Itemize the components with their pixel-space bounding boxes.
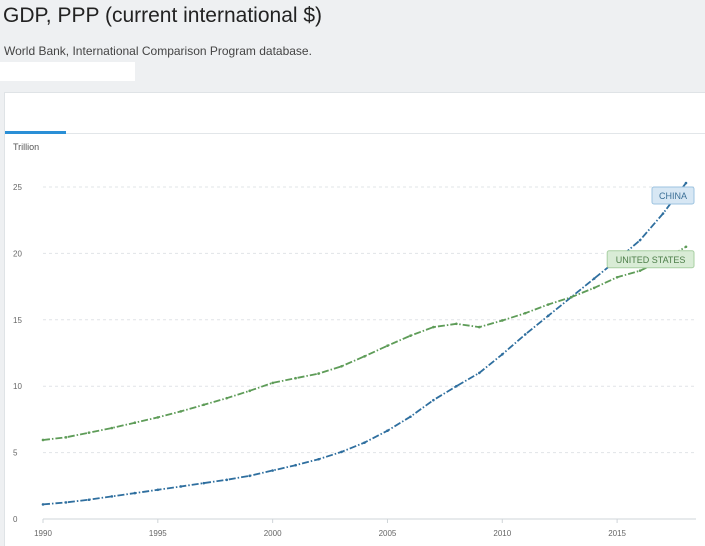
series-labels: CHINA UNITED STATES [606,186,695,269]
data-point-china[interactable] [87,498,91,502]
data-point-china[interactable] [684,181,688,185]
data-point-china[interactable] [500,353,504,356]
data-point-china[interactable] [638,238,642,242]
data-point-china[interactable] [317,457,320,461]
data-point-china[interactable] [386,429,389,432]
data-point-china[interactable] [523,333,527,336]
grid-lines [43,186,696,520]
data-point-united-states[interactable] [248,389,251,393]
data-point-united-states[interactable] [340,364,343,368]
data-point-united-states[interactable] [500,319,504,322]
redacted-block [0,62,135,81]
data-point-united-states[interactable] [202,403,206,407]
y-tick-label: 5 [13,449,18,458]
data-point-united-states[interactable] [432,325,435,329]
data-point-china[interactable] [248,474,251,478]
data-point-united-states[interactable] [478,325,481,329]
data-point-united-states[interactable] [363,355,366,358]
series-label-china: CHINA [659,191,687,201]
data-point-china[interactable] [592,277,596,280]
data-point-china[interactable] [179,485,183,488]
y-tick-label: 25 [13,183,22,192]
data-point-united-states[interactable] [110,426,114,430]
data-point-united-states[interactable] [684,245,688,249]
data-point-united-states[interactable] [87,431,91,434]
data-point-china[interactable] [661,212,665,215]
series-line-united-states [42,246,687,441]
data-point-china[interactable] [110,495,114,498]
data-point-united-states[interactable] [592,286,596,290]
data-point-china[interactable] [294,463,297,467]
data-point-united-states[interactable] [294,376,297,380]
source-note: World Bank, International Comparison Pro… [4,44,312,58]
y-tick-label: 0 [13,515,18,524]
data-point-united-states[interactable] [523,311,527,315]
series-lines [41,181,688,506]
data-point-united-states[interactable] [133,421,137,425]
data-point-united-states[interactable] [317,372,320,375]
data-point-united-states[interactable] [569,295,573,299]
y-tick-label: 10 [13,382,22,391]
page-title: GDP, PPP (current international $) [3,4,323,27]
x-tick-label: 1990 [34,529,52,538]
series-label-box-united-states [606,250,695,269]
x-tick-label: 1995 [149,529,167,538]
data-point-united-states[interactable] [156,416,160,419]
y-tick-label: 20 [13,249,22,258]
data-point-united-states[interactable] [455,322,458,326]
data-point-united-states[interactable] [41,438,45,442]
y-tick-label: 15 [13,316,22,325]
data-point-united-states[interactable] [225,396,229,400]
data-point-united-states[interactable] [64,436,68,439]
data-point-china[interactable] [478,371,481,375]
data-point-china[interactable] [432,398,435,402]
data-point-china[interactable] [156,488,160,492]
data-point-united-states[interactable] [409,334,412,338]
series-label-united-states: UNITED STATES [616,255,686,265]
data-point-china[interactable] [271,469,274,472]
data-point-china[interactable] [546,314,550,318]
axis-ticks: 0 5 10 15 20 25 1990 1995 2000 2005 2010 2015 [13,183,627,538]
data-point-united-states[interactable] [546,303,550,306]
data-point-china[interactable] [363,441,366,444]
series-label-box-china [651,186,695,205]
data-point-china[interactable] [41,503,45,506]
chart-tab-bar [5,93,705,134]
data-point-united-states[interactable] [386,344,389,347]
data-point-united-states[interactable] [179,410,183,413]
chart-panel: Trillion 0 5 10 15 20 25 1990 1995 2000 2005 2010 2… [4,92,705,546]
active-tab-indicator[interactable] [5,131,66,134]
data-point-china[interactable] [133,491,137,495]
x-tick-label: 2010 [493,529,511,538]
series-line-china [42,182,687,506]
data-point-united-states[interactable] [271,381,274,385]
x-tick-label: 2000 [264,529,282,538]
data-point-china[interactable] [202,481,206,485]
line-chart: Trillion 0 5 10 15 20 25 1990 1995 2000 2005 2010 2… [13,142,696,538]
data-point-china[interactable] [64,501,68,504]
x-tick-label: 2015 [608,529,626,538]
data-point-china[interactable] [340,450,343,454]
data-point-china[interactable] [225,478,229,482]
x-tick-label: 2005 [379,529,397,538]
data-point-united-states[interactable] [638,269,642,272]
data-point-china[interactable] [409,415,412,419]
data-point-china[interactable] [455,384,458,388]
y-axis-unit-label: Trillion [13,142,39,152]
data-point-united-states[interactable] [615,276,619,279]
